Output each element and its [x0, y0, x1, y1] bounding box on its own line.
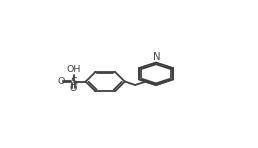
Text: N: N [154, 52, 161, 62]
Text: OH: OH [67, 65, 81, 74]
Text: O: O [70, 84, 77, 93]
Text: S: S [70, 77, 77, 87]
Text: O: O [58, 77, 65, 86]
